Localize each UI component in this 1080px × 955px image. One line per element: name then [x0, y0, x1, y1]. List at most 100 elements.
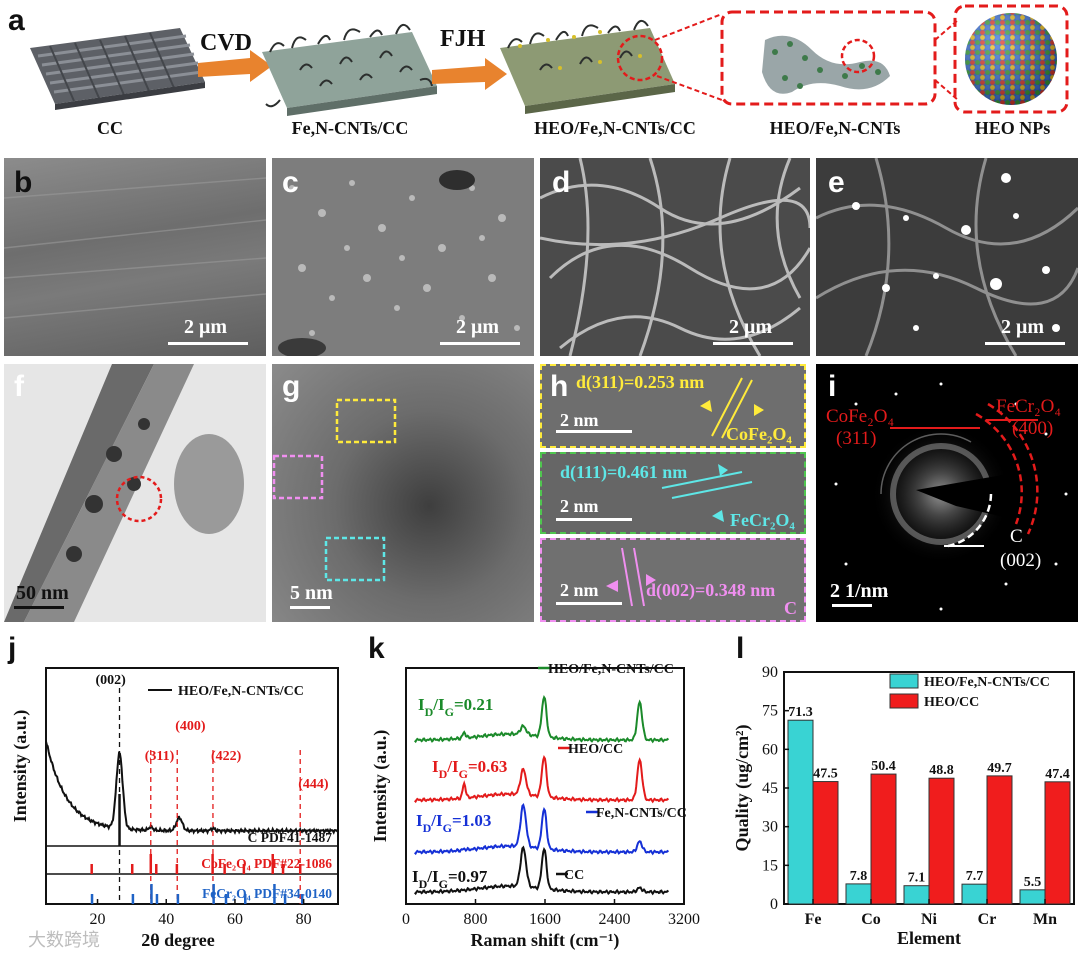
- hrtem-spacing-cofe2o4: d(311)=0.253 nm: [576, 372, 705, 392]
- heo-nps-zoom-box: [953, 4, 1069, 114]
- sem-c-particles: [278, 170, 520, 356]
- xtick-label-k-3: 2400: [599, 911, 631, 928]
- scale-bar-i: [832, 604, 872, 607]
- step-label-heo-cnts: HEO/Fe,N-CNTs: [769, 118, 901, 138]
- hrtem-phase-cofe2o4: CoFe₂O₄: [726, 424, 792, 444]
- panel-g-label: g: [282, 370, 301, 403]
- xtick-label-l-3: Cr: [978, 911, 997, 928]
- sem-image-b: [4, 158, 266, 356]
- ref-label-2: FeCr₂O₄ PDF#34-0140: [202, 886, 332, 901]
- scale-bar-c: [440, 342, 520, 345]
- saed-ring-311: [975, 412, 1023, 525]
- ytick-label-l-5: 75: [762, 703, 778, 720]
- sem-e-nanotubes-particles: [816, 158, 1078, 356]
- panel-c-label: c: [282, 166, 299, 199]
- bar-value-Mn-0: 5.5: [1024, 875, 1042, 890]
- ytick-label-l-2: 30: [762, 819, 778, 836]
- raman-curve-3: [413, 845, 670, 896]
- step-label-heo-cnt-cc: HEO/Fe,N-CNTs/CC: [534, 118, 696, 138]
- step-label-cc: CC: [97, 118, 123, 138]
- bar-Ni-1: [928, 777, 955, 905]
- raman-curve-1: [413, 755, 670, 804]
- scale-bar-d: [713, 342, 793, 345]
- hrtem-scale-cofe2o4: 2 nm: [560, 410, 599, 430]
- bar-Co-0: [845, 883, 872, 905]
- legend-text-j: HEO/Fe,N-CNTs/CC: [178, 684, 304, 699]
- heo-nanoparticle-icon: [965, 13, 1057, 105]
- panel-j-label: j: [8, 632, 17, 665]
- scale-text-g: 5 nm: [290, 582, 333, 604]
- hrtem-scale-fecr2o4: 2 nm: [560, 496, 599, 516]
- ylabel-j: Intensity (a.u.): [10, 710, 31, 823]
- bar-Mn-0: [1019, 889, 1046, 905]
- xtick-label-k-0: 0: [402, 911, 410, 928]
- xlabel-j: 2θ degree: [141, 930, 215, 950]
- saed-plane-311: (311): [836, 428, 877, 449]
- saed-phase-fecr2o4: FeCr₂O₄: [996, 396, 1061, 417]
- tem-g-hrtem: [272, 398, 397, 582]
- scale-bar-e: [985, 342, 1065, 345]
- scale-text-e: 2 μm: [1001, 316, 1044, 338]
- legend-text-k-3: CC: [564, 868, 584, 883]
- panel-i-label: i: [828, 370, 837, 403]
- saed-ring-002: [947, 493, 993, 548]
- raman-ratio-1: ID/IG=0.63: [432, 757, 507, 781]
- panel-a-label: a: [8, 4, 25, 37]
- raman-ratio-0: ID/IG=0.21: [418, 695, 493, 719]
- panel-a-schematic: [30, 4, 1069, 116]
- xtick-label-k-4: 3200: [668, 911, 700, 928]
- legend-swatch-l-0: [889, 673, 919, 689]
- xtick-label-l-0: Fe: [805, 911, 822, 928]
- bar-Fe-1: [812, 781, 839, 905]
- hrtem-strip-carbon: [540, 538, 806, 622]
- cvd-arrow: [198, 50, 272, 82]
- xlabel-l: Element: [897, 928, 961, 948]
- ylabel-k: Intensity (a.u.): [370, 730, 391, 843]
- step-label-heo-nps: HEO NPs: [974, 118, 1051, 138]
- hrtem-phase-carbon: C: [784, 598, 797, 618]
- scale-text-i: 2 1/nm: [830, 580, 889, 602]
- peak-label-3: (422): [211, 749, 242, 764]
- panel-h-label: h: [550, 370, 569, 403]
- panel-b-label: b: [14, 166, 33, 199]
- bar-value-Ni-0: 7.1: [908, 871, 926, 886]
- scale-bar-g: [290, 606, 330, 609]
- bar-value-Co-0: 7.8: [850, 869, 868, 884]
- bar-value-Fe-1: 47.5: [813, 767, 838, 782]
- heo-cnt-cloth-icon: [500, 19, 675, 114]
- bar-Cr-0: [961, 883, 988, 905]
- bar-value-Ni-1: 48.8: [929, 763, 954, 778]
- legend-swatch-l-1: [889, 693, 919, 709]
- panel-d-label: d: [552, 166, 571, 199]
- ytick-label-l-3: 45: [762, 780, 778, 797]
- bar-value-Cr-0: 7.7: [966, 869, 984, 884]
- legend-text-k-1: HEO/CC: [568, 742, 623, 757]
- legend-text-l-1: HEO/CC: [924, 695, 979, 710]
- xrd-curve: [45, 741, 339, 836]
- raman-curve-2: [413, 803, 670, 856]
- step-label-cnt-cc: Fe,N-CNTs/CC: [291, 118, 409, 138]
- fjh-label: FJH: [440, 26, 486, 52]
- tem-image-g: [272, 364, 534, 622]
- panel-e-label: e: [828, 166, 845, 199]
- scale-text-b: 2 μm: [184, 316, 227, 338]
- heo-cnts-zoom-box: [720, 10, 937, 106]
- panel-l-label: l: [736, 632, 745, 665]
- xtick-label-k-2: 1600: [529, 911, 561, 928]
- scale-text-c: 2 μm: [456, 316, 499, 338]
- xtick-label-j-3: 80: [296, 911, 312, 928]
- cnt-cloth-icon: [262, 23, 437, 116]
- hrtem-strip-cofe2o4: [540, 364, 806, 448]
- xtick-label-l-2: Ni: [921, 911, 938, 928]
- bar-value-Mn-1: 47.4: [1045, 767, 1070, 782]
- bar-Cr-1: [986, 775, 1013, 905]
- xtick-label-l-1: Co: [861, 911, 881, 928]
- bar-Co-1: [870, 773, 897, 905]
- sem-image-c: [272, 158, 534, 356]
- scale-bar-f: [14, 606, 64, 609]
- bar-Mn-1: [1044, 781, 1071, 905]
- watermark: 大数跨境: [28, 930, 100, 951]
- xtick-label-k-1: 800: [464, 911, 488, 928]
- xlabel-k: Raman shift (cm⁻¹): [471, 930, 620, 951]
- peak-label-4: (444): [298, 777, 329, 792]
